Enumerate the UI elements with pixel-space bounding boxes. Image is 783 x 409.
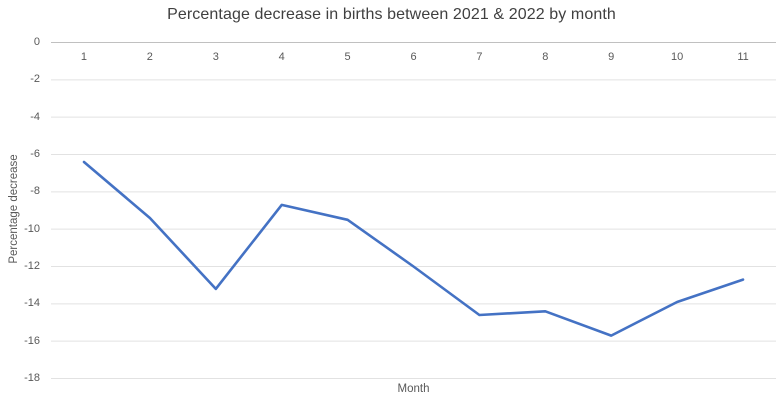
y-tick-label: -8 bbox=[30, 185, 40, 198]
x-tick-label: 9 bbox=[608, 51, 615, 63]
x-axis-title: Month bbox=[397, 383, 430, 395]
y-tick-label: -18 bbox=[24, 372, 40, 384]
data-series-line bbox=[82, 160, 745, 337]
x-tick-label: 5 bbox=[344, 51, 351, 63]
x-tick-label: 3 bbox=[212, 51, 219, 63]
x-tick-label: 11 bbox=[737, 51, 749, 63]
x-tick-label: 1 bbox=[80, 51, 88, 63]
x-tick-label: 8 bbox=[542, 51, 549, 63]
y-tick-label: -12 bbox=[24, 260, 40, 272]
x-tick-label: 6 bbox=[410, 51, 417, 63]
x-tick-label: 10 bbox=[671, 51, 684, 63]
y-tick-label: -16 bbox=[24, 334, 40, 347]
x-tick-label: 7 bbox=[476, 51, 483, 63]
y-tick-label: -4 bbox=[30, 110, 40, 123]
y-tick-label: -6 bbox=[30, 148, 40, 160]
y-tick-label: -14 bbox=[24, 297, 40, 310]
y-tick-label: -10 bbox=[24, 222, 40, 235]
y-tick-label: 0 bbox=[33, 36, 40, 48]
x-tick-label: 4 bbox=[278, 51, 285, 63]
x-tick-label: 2 bbox=[146, 51, 153, 63]
y-axis-title: Percentage decrease bbox=[8, 154, 20, 264]
chart-title: Percentage decrease in births between 20… bbox=[167, 6, 616, 23]
y-tick-label: -2 bbox=[30, 73, 40, 86]
